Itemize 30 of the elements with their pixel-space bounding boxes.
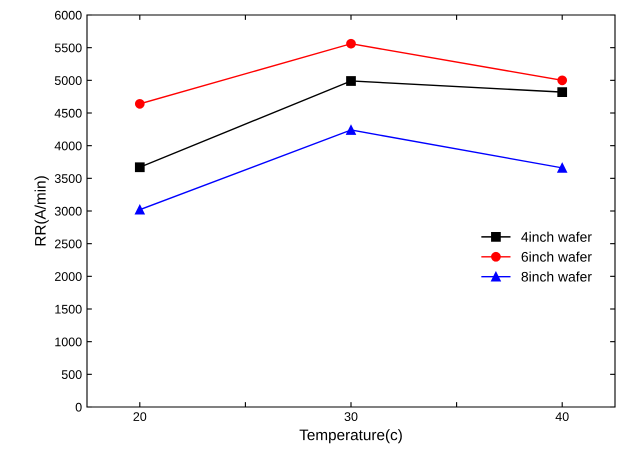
point	[346, 76, 356, 86]
y-tick-label: 0	[76, 402, 82, 412]
point	[557, 87, 568, 97]
point	[134, 204, 145, 215]
point	[134, 98, 145, 109]
y-tick-label: 1500	[55, 304, 82, 314]
point	[346, 38, 356, 49]
y-axis-title: RR(A/min)	[34, 176, 49, 246]
y-tick-label: 6000	[54, 10, 82, 20]
y-tick-label: 1000	[55, 337, 82, 346]
y-tick-label: 2000	[54, 272, 82, 281]
y-tick-label: 2500	[54, 239, 82, 248]
y-tick-label: 4000	[54, 141, 82, 150]
y-tick-label: 5000	[54, 76, 82, 85]
legend-label: 8inch wafer	[522, 271, 592, 282]
x-tick-label: 20	[133, 412, 146, 422]
y-tick-label: 5500	[54, 43, 82, 52]
y-tick-label: 3000	[54, 206, 82, 216]
point	[557, 163, 568, 173]
point	[346, 125, 356, 135]
legend-label: 6inch wafer	[522, 252, 592, 262]
point	[134, 162, 145, 172]
point	[557, 75, 568, 86]
x-tick-label: 40	[556, 412, 569, 422]
x-tick-label: 30	[344, 412, 358, 422]
legend-label: 4inch wafer	[521, 232, 592, 242]
y-tick-label: 500	[62, 370, 82, 379]
x-axis-title: Temperature(c)	[300, 429, 402, 444]
y-tick-label: 4500	[54, 108, 82, 118]
y-tick-label: 3500	[54, 174, 82, 183]
